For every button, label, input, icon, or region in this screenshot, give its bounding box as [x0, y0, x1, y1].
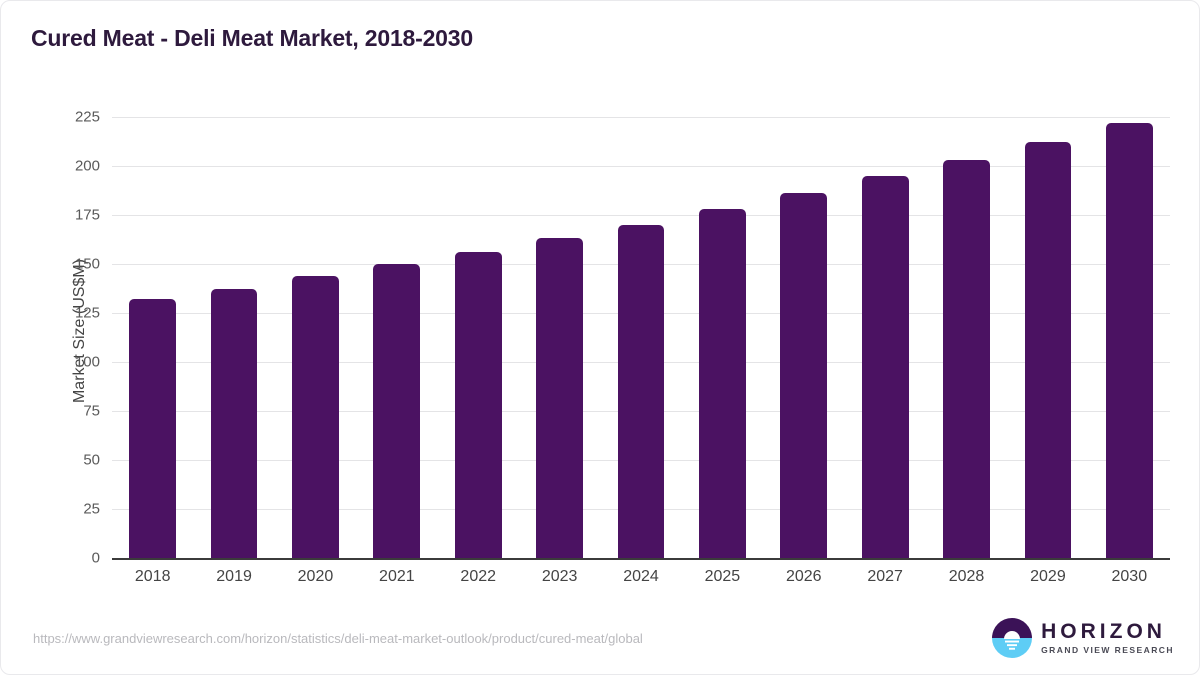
bar[interactable]	[617, 224, 665, 558]
x-axis-tick-label: 2018	[134, 568, 171, 585]
y-axis-title: Market Size (US$M)	[71, 258, 89, 403]
logo-tagline: GRAND VIEW RESEARCH	[1041, 645, 1174, 656]
y-axis-title-container: Market Size (US$M)	[0, 103, 88, 558]
x-axis-tick-label: 2028	[948, 568, 985, 585]
bar[interactable]	[536, 238, 583, 558]
bar[interactable]	[698, 208, 746, 558]
gridline	[112, 214, 1170, 216]
x-axis-tick-label: 2021	[379, 568, 415, 585]
bar[interactable]	[292, 275, 339, 558]
x-axis-tick-label: 2020	[297, 568, 334, 585]
x-axis-tick-label: 2022	[460, 568, 497, 585]
bar[interactable]	[129, 299, 177, 558]
logo-text: HORIZON GRAND VIEW RESEARCH	[1041, 621, 1174, 655]
logo-name: HORIZON	[1041, 620, 1166, 644]
gridline	[112, 116, 1170, 118]
bar[interactable]	[454, 252, 502, 558]
x-axis-tick-label: 2025	[704, 568, 741, 585]
gridline	[112, 165, 1170, 167]
bar[interactable]	[1024, 142, 1072, 558]
x-axis-line	[112, 558, 1170, 560]
x-axis-tick-label: 2023	[541, 568, 578, 585]
x-axis-tick-label: 2026	[785, 568, 822, 585]
bar[interactable]	[861, 175, 909, 558]
bar[interactable]	[943, 159, 990, 558]
x-axis-tick-label: 2029	[1030, 568, 1066, 585]
bar[interactable]	[780, 193, 828, 558]
x-axis-tick-label: 2019	[216, 568, 252, 585]
bar[interactable]	[1105, 122, 1153, 558]
x-axis-tick-label: 2027	[867, 568, 903, 585]
page-title: Cured Meat - Deli Meat Market, 2018-2030	[31, 25, 473, 51]
x-axis-tick-label: 2030	[1111, 568, 1148, 585]
horizon-sun-icon	[992, 618, 1033, 658]
source-url[interactable]: https://www.grandviewresearch.com/horizo…	[33, 631, 643, 646]
bar[interactable]	[210, 289, 258, 558]
horizon-logo[interactable]: HORIZON GRAND VIEW RESEARCH	[992, 617, 1174, 659]
x-axis-tick-label: 2024	[623, 568, 659, 585]
bar[interactable]	[373, 263, 421, 558]
plot-area	[112, 103, 1170, 558]
